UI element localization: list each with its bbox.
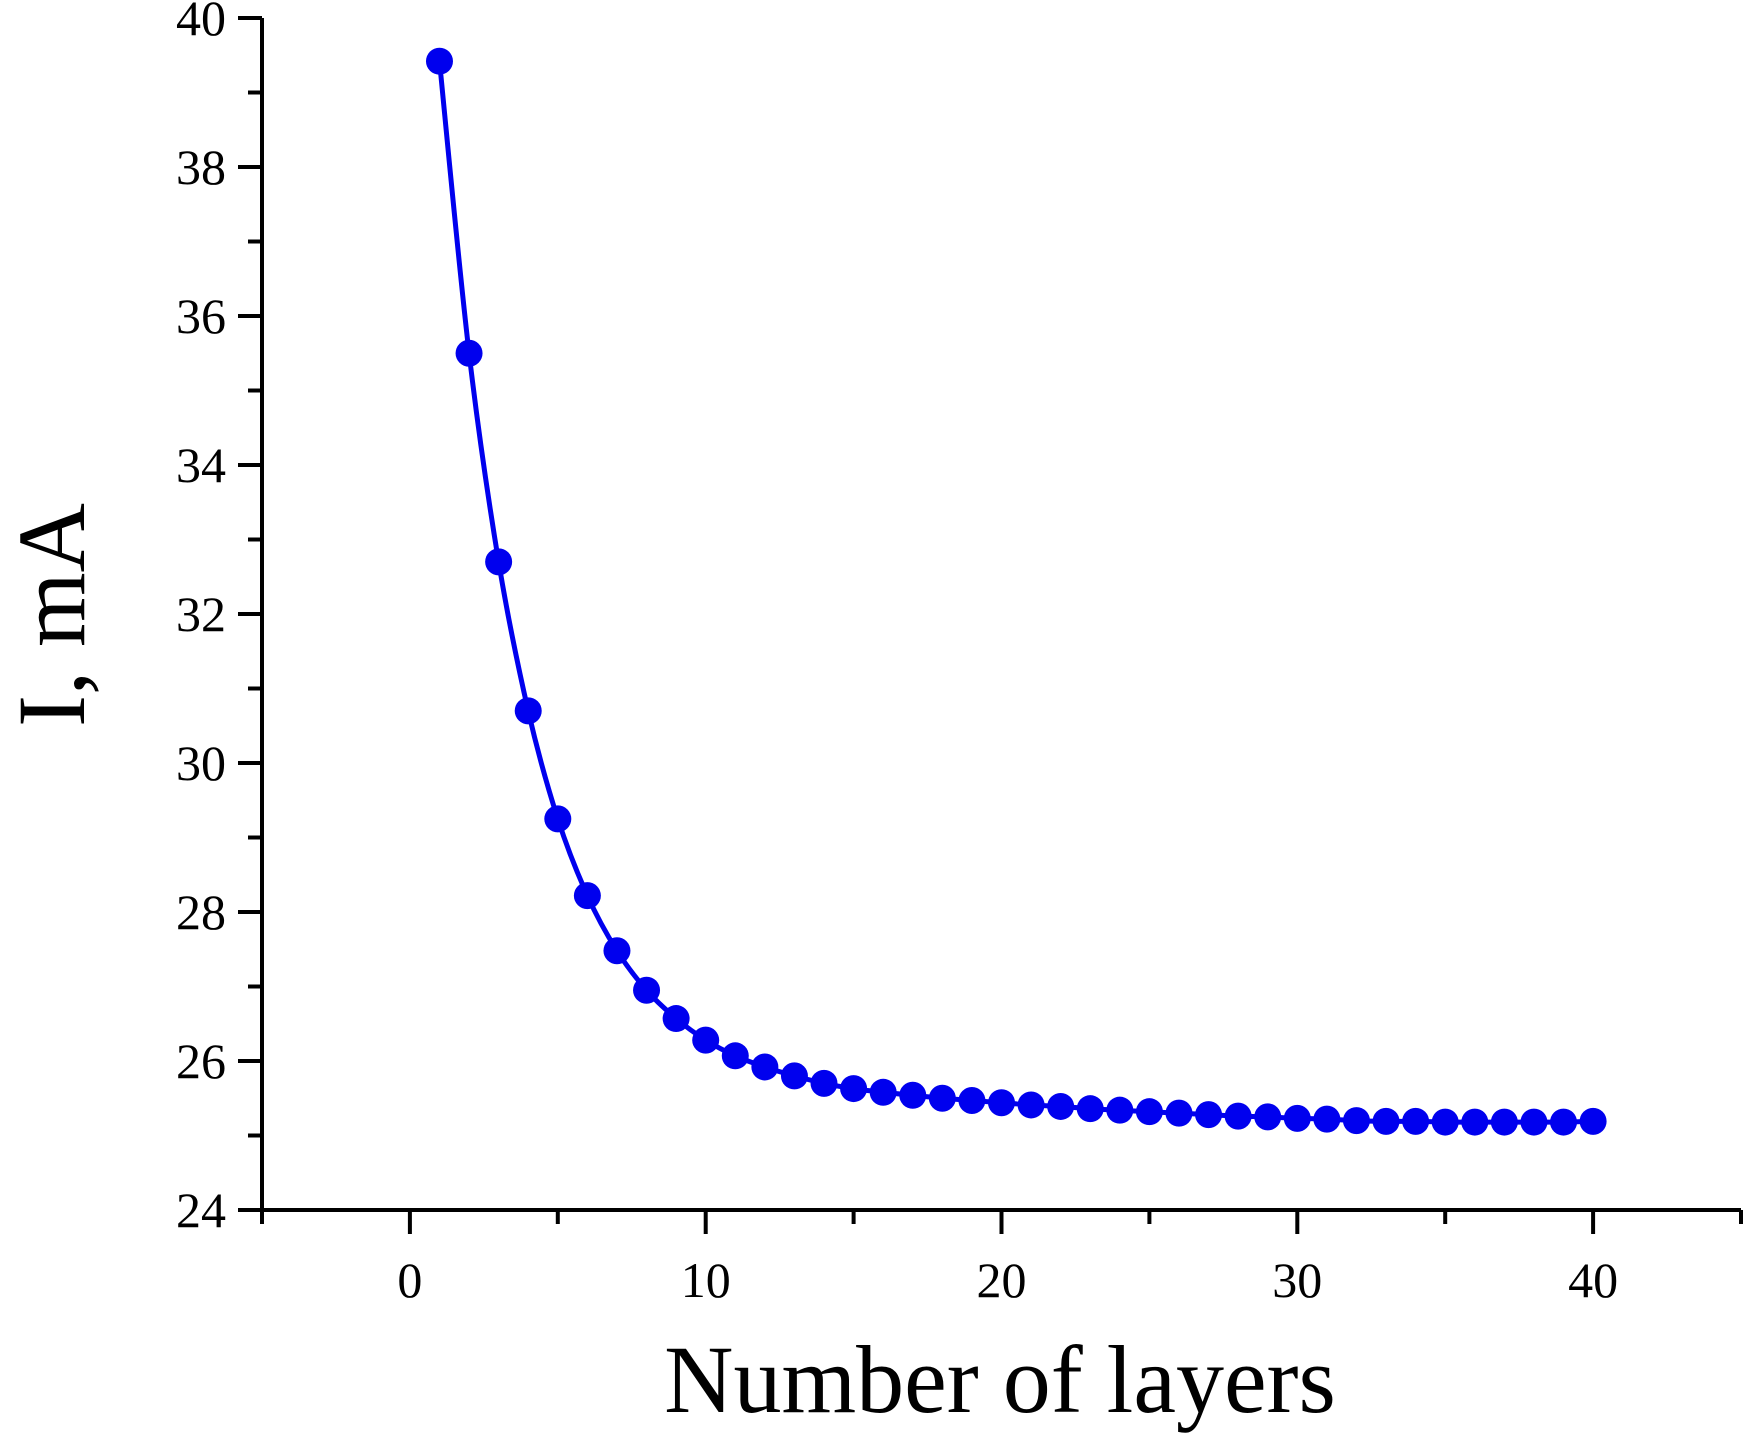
data-point [455, 339, 483, 367]
data-point [1490, 1108, 1518, 1136]
data-point [1461, 1108, 1489, 1136]
data-point [928, 1084, 956, 1112]
data-point [1431, 1108, 1459, 1136]
data-point [840, 1075, 868, 1103]
data-point [573, 882, 601, 910]
data-point [603, 937, 631, 965]
data-point [1135, 1098, 1163, 1126]
data-point [425, 47, 453, 75]
data-point [633, 976, 661, 1004]
data-point [988, 1089, 1015, 1117]
data-point [1047, 1092, 1075, 1120]
data-point [1254, 1103, 1282, 1131]
y-tick-label: 36 [176, 288, 226, 344]
data-point [1106, 1096, 1134, 1124]
data-point [1520, 1108, 1548, 1136]
data-point [485, 548, 513, 576]
data-point [1313, 1105, 1341, 1133]
y-axis-title: I, mA [0, 503, 105, 727]
data-point [1372, 1107, 1400, 1135]
data-point [1195, 1101, 1223, 1129]
data-point [1017, 1091, 1045, 1119]
x-axis-title: Number of layers [664, 1326, 1336, 1433]
y-tick-label: 38 [176, 139, 226, 195]
data-point [662, 1005, 690, 1033]
y-tick-label: 40 [176, 0, 226, 46]
axes [260, 18, 1741, 1212]
data-point [1579, 1107, 1607, 1135]
data-point [780, 1062, 808, 1090]
data-point [869, 1078, 897, 1106]
x-tick-label: 0 [397, 1252, 422, 1308]
data-point [544, 805, 572, 833]
data-point [514, 697, 542, 725]
x-tick-label: 30 [1272, 1252, 1322, 1308]
data-point [810, 1069, 838, 1097]
data-point [1165, 1099, 1193, 1127]
data-point [751, 1053, 779, 1081]
data-point [692, 1026, 720, 1054]
y-tick-label: 32 [176, 586, 226, 642]
data-point [1550, 1108, 1578, 1136]
data-point [958, 1086, 986, 1114]
x-tick-label: 20 [977, 1252, 1027, 1308]
data-point [899, 1081, 927, 1109]
data-point [1224, 1102, 1252, 1130]
tick-labels: 0 10 20 30 40 24 26 28 30 32 34 36 38 40 [176, 0, 1618, 1308]
series-layer [425, 47, 1607, 1136]
data-point [1342, 1107, 1370, 1135]
y-tick-label: 34 [176, 437, 226, 493]
x-tick-label: 40 [1568, 1252, 1618, 1308]
y-tick-label: 28 [176, 884, 226, 940]
data-point [1402, 1107, 1430, 1135]
y-tick-label: 26 [176, 1033, 226, 1089]
y-tick-label: 24 [176, 1182, 226, 1238]
data-point [1076, 1095, 1104, 1123]
x-tick-label: 10 [681, 1252, 731, 1308]
ticks [238, 16, 1743, 1234]
y-tick-label: 30 [176, 735, 226, 791]
data-point [721, 1042, 749, 1070]
data-point [1283, 1104, 1311, 1132]
